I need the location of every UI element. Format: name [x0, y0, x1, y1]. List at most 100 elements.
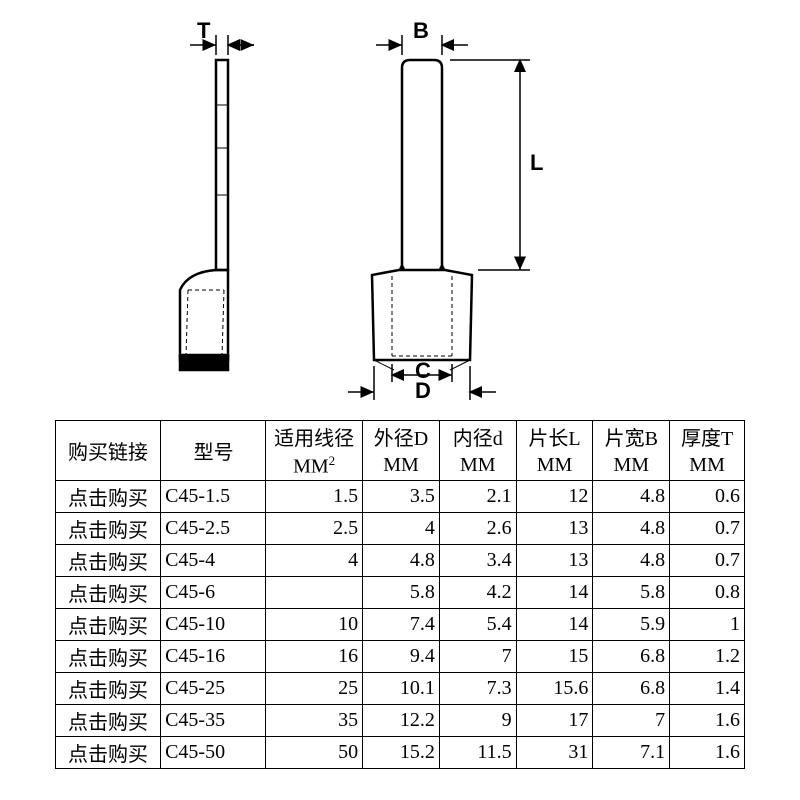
spec-table-container: 购买链接 型号 适用线径 外径D 内径d 片长L 片宽B 厚度T MM2 MM …	[55, 420, 745, 769]
cell-l: 13	[516, 512, 593, 544]
buy-link[interactable]: 点击购买	[56, 736, 161, 768]
cell-t: 1.4	[670, 672, 745, 704]
cell-t: 0.8	[670, 576, 745, 608]
cell-l: 14	[516, 576, 593, 608]
table-row: 点击购买C45-444.83.4134.80.7	[56, 544, 745, 576]
cell-b: 4.8	[593, 544, 670, 576]
header-d-top: 外径D	[363, 421, 440, 453]
header-t-top: 厚度T	[670, 421, 745, 453]
cell-t: 1.2	[670, 640, 745, 672]
cell-d-outer: 12.2	[363, 704, 440, 736]
buy-link[interactable]: 点击购买	[56, 672, 161, 704]
cell-l: 12	[516, 480, 593, 512]
table-row: 点击购买C45-16169.47156.81.2	[56, 640, 745, 672]
buy-link[interactable]: 点击购买	[56, 640, 161, 672]
cell-model: C45-35	[161, 704, 266, 736]
cell-b: 5.8	[593, 576, 670, 608]
table-body: 点击购买C45-1.51.53.52.1124.80.6点击购买C45-2.52…	[56, 480, 745, 768]
technical-diagram: T B L C D	[0, 20, 800, 410]
cell-d-inner: 2.1	[439, 480, 516, 512]
header-model: 型号	[161, 421, 266, 481]
cell-wire: 16	[266, 640, 363, 672]
cell-l: 15	[516, 640, 593, 672]
cell-wire: 4	[266, 544, 363, 576]
table-row: 点击购买C45-2.52.542.6134.80.7	[56, 512, 745, 544]
header-wire-unit: MM2	[266, 452, 363, 480]
cell-b: 7.1	[593, 736, 670, 768]
cell-l: 31	[516, 736, 593, 768]
cell-t: 0.7	[670, 512, 745, 544]
table-row: 点击购买C45-505015.211.5317.11.6	[56, 736, 745, 768]
cell-wire: 2.5	[266, 512, 363, 544]
cell-d-outer: 5.8	[363, 576, 440, 608]
header-b-top: 片宽B	[593, 421, 670, 453]
buy-link[interactable]: 点击购买	[56, 544, 161, 576]
cell-d-outer: 15.2	[363, 736, 440, 768]
cell-d-outer: 7.4	[363, 608, 440, 640]
cell-b: 4.8	[593, 480, 670, 512]
cell-d-inner: 7	[439, 640, 516, 672]
header-dd-unit: MM	[439, 452, 516, 480]
table-row: 点击购买C45-65.84.2145.80.8	[56, 576, 745, 608]
cell-d-inner: 3.4	[439, 544, 516, 576]
diagram-svg	[0, 20, 800, 410]
header-d-unit: MM	[363, 452, 440, 480]
header-dd-top: 内径d	[439, 421, 516, 453]
cell-model: C45-2.5	[161, 512, 266, 544]
buy-link[interactable]: 点击购买	[56, 576, 161, 608]
cell-d-outer: 3.5	[363, 480, 440, 512]
header-l-top: 片长L	[516, 421, 593, 453]
cell-l: 17	[516, 704, 593, 736]
cell-d-outer: 9.4	[363, 640, 440, 672]
cell-d-inner: 2.6	[439, 512, 516, 544]
header-link: 购买链接	[56, 421, 161, 481]
cell-wire: 50	[266, 736, 363, 768]
buy-link[interactable]: 点击购买	[56, 480, 161, 512]
cell-model: C45-6	[161, 576, 266, 608]
cell-d-outer: 4.8	[363, 544, 440, 576]
spec-table: 购买链接 型号 适用线径 外径D 内径d 片长L 片宽B 厚度T MM2 MM …	[55, 420, 745, 769]
cell-model: C45-25	[161, 672, 266, 704]
cell-wire: 35	[266, 704, 363, 736]
cell-d-inner: 7.3	[439, 672, 516, 704]
cell-t: 1	[670, 608, 745, 640]
cell-b: 7	[593, 704, 670, 736]
cell-t: 0.6	[670, 480, 745, 512]
cell-wire	[266, 576, 363, 608]
cell-model: C45-1.5	[161, 480, 266, 512]
cell-t: 0.7	[670, 544, 745, 576]
header-l-unit: MM	[516, 452, 593, 480]
cell-l: 14	[516, 608, 593, 640]
cell-model: C45-16	[161, 640, 266, 672]
cell-wire: 10	[266, 608, 363, 640]
cell-b: 6.8	[593, 672, 670, 704]
cell-l: 15.6	[516, 672, 593, 704]
table-row: 点击购买C45-1.51.53.52.1124.80.6	[56, 480, 745, 512]
cell-b: 5.9	[593, 608, 670, 640]
cell-d-outer: 10.1	[363, 672, 440, 704]
header-b-unit: MM	[593, 452, 670, 480]
table-row: 点击购买C45-252510.17.315.66.81.4	[56, 672, 745, 704]
header-wire-top: 适用线径	[266, 421, 363, 453]
cell-t: 1.6	[670, 736, 745, 768]
cell-d-inner: 9	[439, 704, 516, 736]
table-row: 点击购买C45-10107.45.4145.91	[56, 608, 745, 640]
cell-d-outer: 4	[363, 512, 440, 544]
label-b: B	[413, 18, 429, 44]
cell-wire: 1.5	[266, 480, 363, 512]
label-l: L	[530, 150, 543, 176]
cell-b: 4.8	[593, 512, 670, 544]
buy-link[interactable]: 点击购买	[56, 704, 161, 736]
header-t-unit: MM	[670, 452, 745, 480]
cell-t: 1.6	[670, 704, 745, 736]
cell-model: C45-50	[161, 736, 266, 768]
cell-d-inner: 11.5	[439, 736, 516, 768]
header-row-1: 购买链接 型号 适用线径 外径D 内径d 片长L 片宽B 厚度T	[56, 421, 745, 453]
buy-link[interactable]: 点击购买	[56, 608, 161, 640]
cell-wire: 25	[266, 672, 363, 704]
cell-l: 13	[516, 544, 593, 576]
label-t: T	[197, 18, 210, 44]
cell-b: 6.8	[593, 640, 670, 672]
buy-link[interactable]: 点击购买	[56, 512, 161, 544]
cell-d-inner: 4.2	[439, 576, 516, 608]
